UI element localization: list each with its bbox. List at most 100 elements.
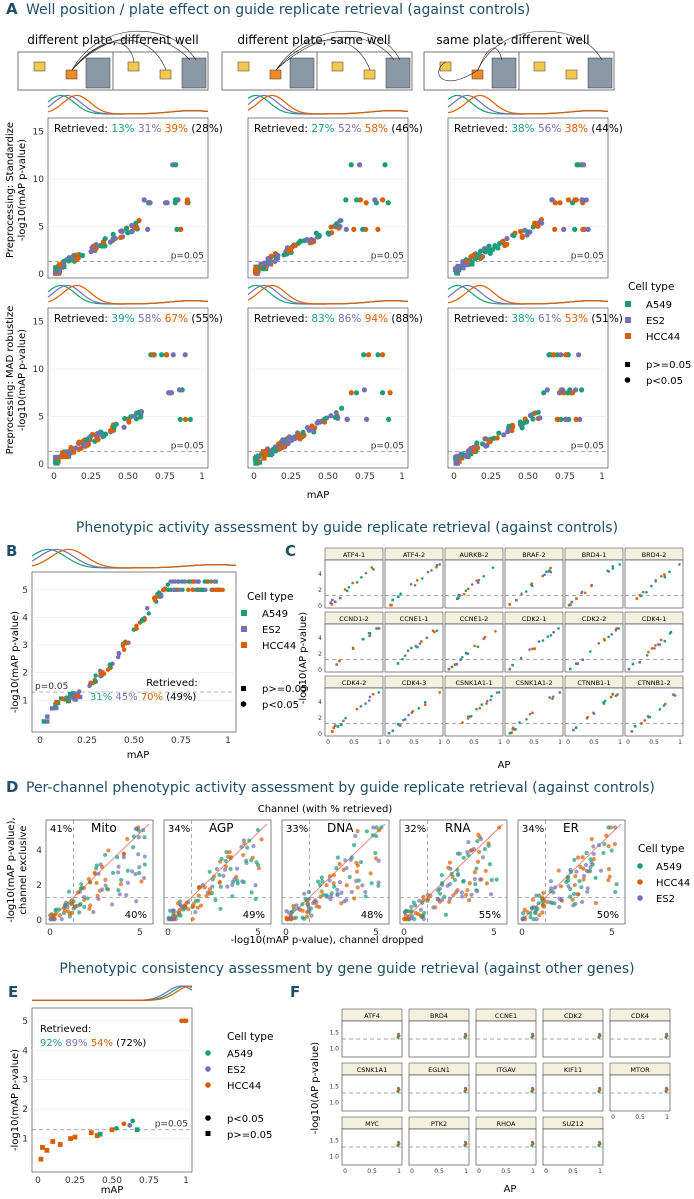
legend-e-circle-shape (205, 1115, 211, 1121)
panel-a-col-title-1: different plate, different well (27, 33, 198, 47)
panel-c-point (581, 658, 585, 662)
panel-a-point (537, 219, 543, 225)
panel-b-ytick: 4 (22, 613, 28, 623)
panel-d-point (355, 828, 360, 834)
panel-d-point (358, 859, 364, 865)
panel-d-point (316, 879, 321, 884)
panel-d-point (116, 888, 121, 893)
panel-c-point (568, 667, 572, 671)
panel-a-point (343, 226, 349, 232)
panel-b-point (124, 640, 130, 646)
panel-d-point (331, 873, 336, 878)
panel-f-strip-label: CSNK1A1 (357, 1066, 388, 1074)
panel-c-point (549, 634, 553, 637)
panel-c-xtick: 0 (386, 739, 390, 746)
panel-a-point (563, 352, 569, 358)
panel-a-point (353, 390, 360, 396)
panel-f-point (397, 1088, 401, 1092)
panel-c-point (575, 597, 578, 600)
panel-b-point (171, 587, 176, 593)
panel-d-xlabel: -log10(mAP p-value), channel dropped (231, 935, 424, 946)
panel-a-pval-label: p=0.05 (371, 252, 404, 262)
legend-b-shape-ns: p>=0.05 (262, 684, 307, 695)
panel-a-point (304, 424, 310, 431)
panel-c-facet-brd4-2: BRD4-2 (624, 547, 684, 609)
panel-c-point (537, 640, 541, 643)
panel-c-strip-label: BRD4-2 (642, 551, 667, 559)
panel-c-point (678, 563, 681, 566)
panel-d-point (409, 904, 414, 909)
panel-c-point (396, 722, 400, 726)
panel-b-point (190, 587, 195, 593)
panel-b-point (139, 618, 145, 623)
panel-d-point (320, 879, 325, 884)
panel-b-legend: Cell type A549 ES2 HCC44 p>=0.05 p<0.05 (240, 591, 307, 711)
panel-c-point (467, 587, 470, 591)
panel-c-facet-braf-2: BRAF-2 (504, 547, 564, 609)
panel-c-point (489, 698, 492, 702)
panel-a-point (577, 416, 583, 422)
panel-e-xtick: 0 (35, 1176, 41, 1186)
panel-c-point (450, 665, 454, 669)
panel-d-point (66, 889, 72, 894)
panel-c-point (476, 645, 480, 649)
panel-c-point (355, 707, 359, 711)
panel-d-point (300, 908, 305, 913)
panel-d-point (183, 904, 188, 909)
panel-f-point (531, 1142, 535, 1146)
panel-c-facet-csnk1a1-2: CSNK1A1-2 0 0.5 1 (504, 675, 564, 746)
panel-c-point (370, 566, 374, 569)
panel-d-point (363, 889, 368, 895)
panel-d-point (125, 868, 130, 873)
panel-a-point (328, 413, 334, 419)
panel-c-strip-label: CDK4-2 (342, 679, 366, 687)
panel-f-strip-label: RHOA (497, 1120, 516, 1128)
panel-c-point (495, 691, 499, 694)
panel-a-row-label-1: Preprocessing: Standardize (5, 122, 16, 258)
panel-a-point (309, 427, 316, 433)
panel-c-point (575, 662, 578, 665)
legend-b-swatch-es2 (241, 626, 247, 632)
panel-e-point (68, 1136, 73, 1141)
panel-d-point (223, 858, 228, 864)
panel-a-xtick: 0.75 (155, 472, 175, 482)
panel-b-ytick: 1 (22, 696, 28, 706)
panel-f-xtick: 1 (665, 1114, 669, 1121)
panel-b-xlabel: mAP (127, 750, 150, 761)
panel-c-facet-csnk1a1-1: CSNK1A1-1 0 0.5 1 (444, 675, 504, 746)
panel-a-point (572, 197, 578, 203)
panel-d-point (96, 896, 101, 902)
legend-b-title: Cell type (247, 591, 293, 603)
panel-d-point (459, 890, 465, 895)
panel-a-point (483, 443, 489, 449)
panel-c-facet-atf4-2: ATF4-2 (384, 547, 444, 609)
legend-a-shape-ns: p>=0.05 (646, 360, 691, 371)
panel-c-ytick: 2 (318, 587, 322, 594)
panel-f-xtick: 0 (410, 1168, 414, 1175)
panel-a-point (252, 456, 259, 462)
panel-c-point (525, 718, 528, 721)
panel-d-point (317, 904, 322, 910)
panel-d-point (335, 892, 340, 898)
panel-c-point (524, 590, 528, 593)
panel-c-point (351, 647, 355, 651)
panel-d-point (213, 897, 218, 903)
panel-d-point (79, 882, 84, 887)
panel-c-point (485, 699, 489, 703)
panel-c-point (391, 729, 395, 733)
panel-c-point (590, 584, 593, 588)
panel-c-point (331, 598, 334, 602)
panel-c-point (407, 713, 410, 717)
panel-a-point (344, 416, 350, 422)
panel-a-point (261, 266, 267, 272)
panel-d-point (293, 915, 299, 920)
panel-c-point (611, 693, 615, 696)
panel-d-point (487, 862, 493, 867)
panel-a-point (375, 226, 381, 232)
panel-c-xtick: 0.5 (589, 739, 599, 746)
panel-d-point (251, 844, 256, 849)
panel-d-point (354, 860, 359, 866)
panel-d-point (466, 853, 471, 858)
panel-b-point (93, 679, 98, 684)
panel-d-point (96, 871, 101, 876)
